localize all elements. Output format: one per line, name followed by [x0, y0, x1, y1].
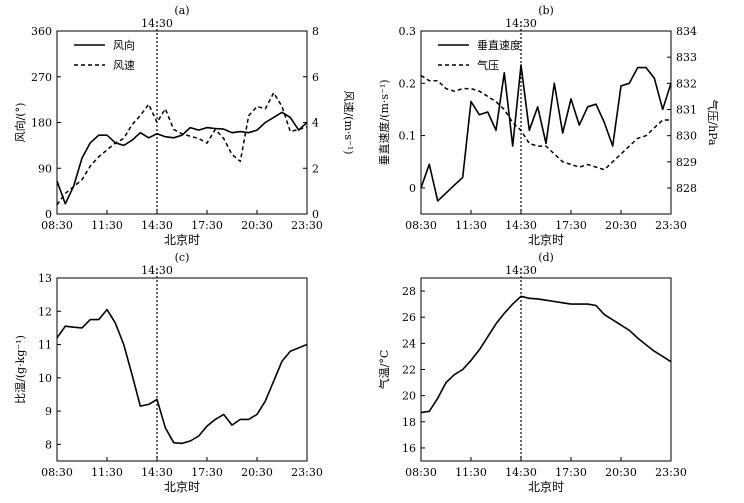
panel-d-series-line-0: [420, 295, 672, 414]
panel-a-ytick-right-label: 8: [312, 25, 319, 38]
panel-b-frame: [420, 30, 672, 215]
panel-b-xtick-label: 17:30: [555, 219, 587, 232]
panel-d-ylabel: 气温/°C: [377, 350, 391, 390]
panel-d-frame: [420, 277, 672, 462]
panel-a-series-风向: [56, 111, 308, 205]
panel-a-ylabel: 风向/(°): [13, 103, 27, 143]
panel-b-series-气压: [420, 74, 671, 171]
panel-a-label: (a): [174, 4, 189, 17]
panel-c-xtick-label: 08:30: [41, 466, 73, 479]
panel-d-xtick-label: 20:30: [605, 466, 637, 479]
panel-a-xtick-label: 20:30: [241, 219, 273, 232]
panel-a-ytick-label: 90: [38, 162, 52, 175]
panel-a-frame: [56, 30, 308, 215]
panel-c-label: (c): [175, 251, 190, 264]
panel-b-ylabel: 垂直速度/(m·s⁻¹): [377, 79, 391, 165]
panel-d-ytick-label: 26: [402, 311, 416, 324]
panel-d-xtick-label: 11:30: [455, 466, 487, 479]
panel-a-xtick-label: 17:30: [191, 219, 223, 232]
panel-a-ytick-label: 270: [31, 71, 52, 84]
panel-a-ytick-label: 0: [45, 208, 52, 221]
panel-c-ytick-label: 8: [45, 438, 52, 451]
panel-b-ytick-right-label: 831: [676, 104, 697, 117]
panel-a-ytick-right-label: 0: [312, 208, 319, 221]
panel-b-ytick-right-label: 834: [676, 25, 697, 38]
panel-b-ytick-right-label: 829: [676, 156, 697, 169]
panel-a-ytick-label: 360: [31, 25, 52, 38]
panel-a-ytick-right-label: 6: [312, 71, 319, 84]
panel-c-xtick-label: 17:30: [191, 466, 223, 479]
panel-a-series-风速: [56, 92, 308, 206]
panel-d-xlabel: 北京时: [528, 480, 564, 494]
panel-a-xtick-label: 14:30: [141, 219, 173, 232]
panel-b-xtick-label: 14:30: [505, 219, 537, 232]
panel-c-marker-label: 14:30: [141, 264, 173, 277]
panel-c-frame: [56, 277, 308, 462]
panel-b-ytick-right-label: 828: [676, 182, 697, 195]
panel-a-ytick-label: 180: [31, 117, 52, 130]
panel-b-ytick-right-label: 832: [676, 77, 697, 90]
panel-c-ytick-label: 13: [38, 272, 52, 285]
panel-d-xtick-label: 23:30: [655, 466, 687, 479]
panel-a-xtick-label: 23:30: [291, 219, 323, 232]
panel-b-xtick-label: 23:30: [655, 219, 687, 232]
panel-b-xtick-label: 11:30: [455, 219, 487, 232]
panel-c-xlabel: 北京时: [164, 480, 200, 494]
panel-c-xtick-label: 23:30: [291, 466, 323, 479]
panel-c-xtick-label: 14:30: [141, 466, 173, 479]
panel-a-xlabel: 北京时: [164, 233, 200, 247]
panel-b-ytick-right-label: 833: [676, 51, 697, 64]
panel-d-label: (d): [538, 251, 554, 264]
panel-c-xtick-label: 20:30: [241, 466, 273, 479]
panel-b-legend-label: 气压: [477, 58, 499, 72]
panel-a-ytick-right-label: 4: [312, 117, 319, 130]
panel-b-legend-label: 垂直速度: [477, 38, 521, 52]
panel-a-xtick-label: 11:30: [91, 219, 123, 232]
panel-c-ytick-label: 11: [38, 339, 52, 352]
panel-a-marker-label: 14:30: [141, 17, 173, 30]
panel-a-legend-label: 风速: [113, 59, 135, 72]
panel-b-ytick-label: 0.2: [399, 77, 417, 90]
panel-c-ytick-label: 10: [38, 372, 52, 385]
panel-c-xtick-label: 11:30: [91, 466, 123, 479]
panel-c-ylabel: 比湿/(g·kg⁻¹): [14, 335, 27, 404]
panel-d-ytick-label: 18: [402, 416, 416, 429]
panel-b-ytick-right-label: 830: [676, 130, 697, 143]
panel-b-marker-label: 14:30: [505, 17, 537, 30]
panel-a-ytick-right-label: 2: [312, 162, 319, 175]
panel-b-label: (b): [538, 4, 554, 17]
panel-b-ylabel-right: 气压/hPa: [706, 99, 720, 146]
panel-b-ytick-label: 0.1: [399, 130, 417, 143]
panel-d-ytick-label: 20: [402, 390, 416, 403]
panel-d-xtick-label: 14:30: [505, 466, 537, 479]
panel-d-ytick-label: 28: [402, 285, 416, 298]
panel-d-ytick-label: 24: [402, 337, 416, 350]
panel-b-ytick-label: 0.3: [399, 25, 417, 38]
panel-c-ytick-label: 9: [45, 405, 52, 418]
panel-d-marker-label: 14:30: [505, 264, 537, 277]
panel-d-ytick-label: 22: [402, 364, 416, 377]
panel-a-legend-label: 风向: [113, 38, 135, 52]
panel-b-ytick-label: 0: [409, 182, 416, 195]
panel-d-xtick-label: 17:30: [555, 466, 587, 479]
panel-b-xtick-label: 20:30: [605, 219, 637, 232]
panel-b-series-垂直速度: [420, 64, 672, 202]
panel-d-ytick-label: 16: [402, 442, 416, 455]
panel-b-xtick-label: 08:30: [405, 219, 437, 232]
panel-b-xlabel: 北京时: [528, 233, 564, 247]
panel-c-series-line-0: [56, 308, 308, 445]
panel-a-xtick-label: 08:30: [41, 219, 73, 232]
panel-a-ylabel-right: 风速/(m·s⁻¹): [342, 90, 355, 154]
panel-d-xtick-label: 08:30: [405, 466, 437, 479]
panel-c-ytick-label: 12: [38, 305, 52, 318]
